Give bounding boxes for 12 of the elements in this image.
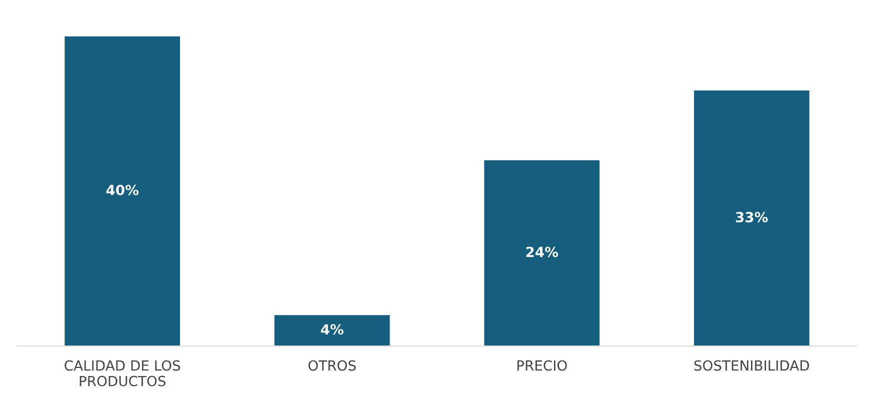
x-tick-label: CALIDAD DE LOS PRODUCTOS: [64, 360, 180, 386]
data-label: 40%: [106, 184, 139, 196]
x-tick-label: PRECIO: [517, 360, 567, 371]
data-label: 33%: [736, 212, 768, 222]
bar: [694, 90, 810, 346]
bar: [64, 36, 180, 346]
bar: [484, 160, 600, 346]
x-tick-label: SOSTENIBILIDAD: [694, 360, 810, 371]
data-label: 4%: [320, 324, 344, 335]
data-label: 24%: [526, 246, 558, 258]
bar: [274, 315, 390, 346]
x-tick-label: OTROS: [308, 360, 356, 371]
